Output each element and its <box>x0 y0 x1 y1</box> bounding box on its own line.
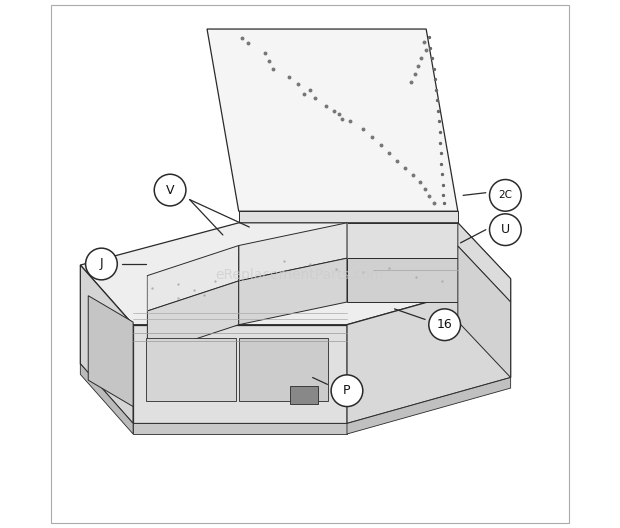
Polygon shape <box>81 223 511 325</box>
Polygon shape <box>239 258 347 325</box>
Polygon shape <box>239 223 347 281</box>
Text: V: V <box>166 184 174 196</box>
Polygon shape <box>88 296 133 407</box>
Polygon shape <box>347 378 511 434</box>
Polygon shape <box>133 325 347 423</box>
Polygon shape <box>458 223 511 302</box>
Circle shape <box>490 214 521 246</box>
Circle shape <box>86 248 117 280</box>
Polygon shape <box>148 246 239 311</box>
Polygon shape <box>458 246 511 378</box>
Polygon shape <box>148 281 239 355</box>
Text: 16: 16 <box>436 318 453 331</box>
Polygon shape <box>207 29 458 211</box>
Polygon shape <box>239 338 329 401</box>
Polygon shape <box>347 279 511 423</box>
Text: eReplacementParts.com: eReplacementParts.com <box>215 268 384 281</box>
Polygon shape <box>81 364 133 434</box>
Text: 2C: 2C <box>498 191 512 200</box>
Text: P: P <box>343 384 351 397</box>
Circle shape <box>490 180 521 211</box>
Text: J: J <box>100 258 104 270</box>
Circle shape <box>429 309 461 341</box>
Text: U: U <box>501 223 510 236</box>
Circle shape <box>154 174 186 206</box>
Polygon shape <box>146 338 236 401</box>
Polygon shape <box>347 258 458 302</box>
Polygon shape <box>290 386 318 404</box>
Polygon shape <box>347 223 458 258</box>
Circle shape <box>331 375 363 407</box>
Polygon shape <box>239 211 458 223</box>
Polygon shape <box>133 423 347 434</box>
Polygon shape <box>81 265 133 423</box>
